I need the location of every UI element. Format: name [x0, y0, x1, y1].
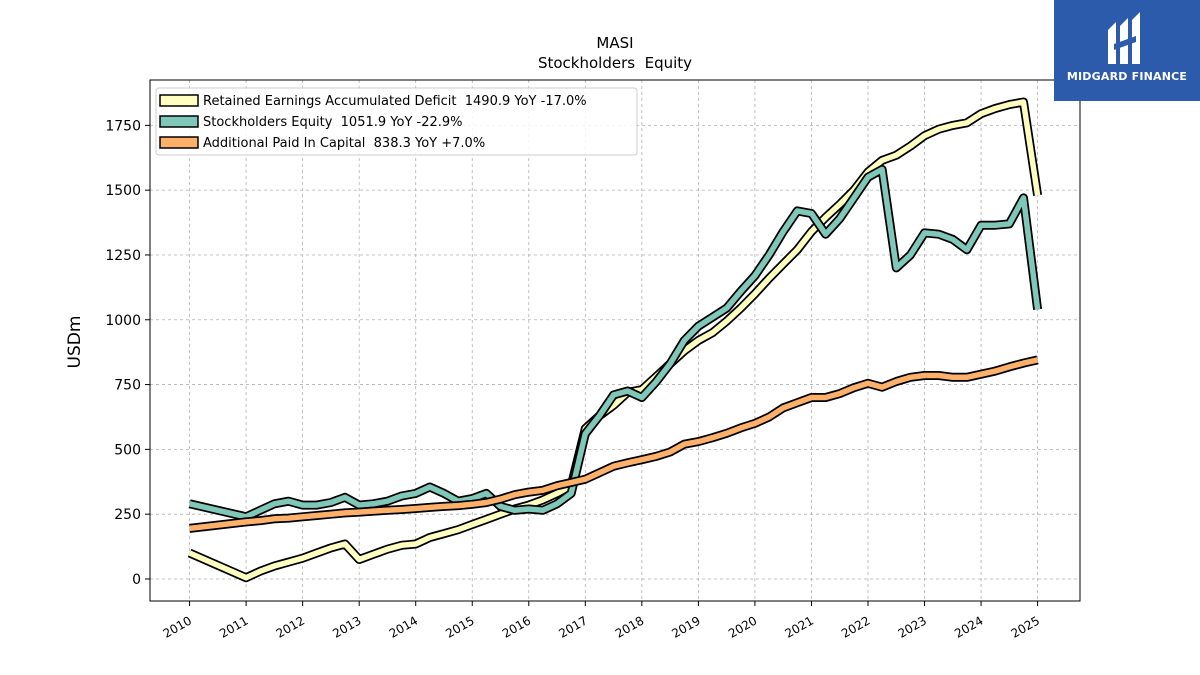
- y-tick-label: 1750: [105, 118, 141, 134]
- y-tick-label: 750: [114, 378, 141, 394]
- midgard-logo-icon: [1108, 12, 1140, 64]
- y-tick-label: 1250: [105, 248, 141, 264]
- x-tick-label: 2010: [161, 613, 194, 640]
- x-tick-label: 2017: [556, 613, 589, 640]
- chart-subtitle: Stockholders Equity: [538, 54, 692, 72]
- series-layer: [187, 97, 1043, 583]
- x-tick-label: 2011: [217, 613, 250, 640]
- x-tick-label: 2016: [500, 613, 533, 640]
- y-tick-label: 0: [132, 572, 141, 588]
- x-tick-label: 2025: [1009, 613, 1042, 640]
- y-tick-label: 250: [114, 507, 141, 523]
- axes: 0 250 500 750 1000 1250 1500 1750 2010 2011 2012 20…: [105, 79, 1081, 641]
- x-tick-label: 2014: [387, 613, 420, 640]
- legend-box: [155, 87, 638, 156]
- legend-swatch: [159, 94, 199, 107]
- x-tick-label: 2023: [896, 613, 929, 640]
- x-tick-label: 2021: [783, 613, 816, 640]
- series-line-2: [189, 357, 1039, 532]
- y-tick-label: 1000: [105, 313, 141, 329]
- x-tick-label: 2020: [726, 613, 759, 640]
- legend-swatch: [159, 115, 199, 128]
- y-axis-label: USDm: [65, 316, 85, 369]
- legend: Retained Earnings Accumulated Deficit 14…: [155, 87, 638, 156]
- x-tick-label: 2024: [952, 613, 985, 640]
- x-tick-label: 2015: [443, 613, 476, 640]
- logo-text: MIDGARD FINANCE: [1066, 70, 1188, 83]
- x-tick-label: 2022: [839, 613, 872, 640]
- y-tick-label: 500: [114, 442, 141, 458]
- chart-title: MASI: [596, 34, 633, 52]
- x-tick-label: 2013: [330, 613, 363, 640]
- series-line-1: [188, 166, 1041, 520]
- x-tick-label: 2018: [613, 613, 646, 640]
- x-tick-label: 2019: [669, 613, 702, 640]
- plot-frame: [149, 79, 1081, 602]
- legend-label: Stockholders Equity 1051.9 YoY -22.9%: [203, 115, 463, 130]
- legend-label: Retained Earnings Accumulated Deficit 14…: [203, 94, 587, 109]
- y-tick-label: 1500: [105, 183, 141, 199]
- grid-lines: [150, 80, 1080, 601]
- midgard-finance-logo: MIDGARD FINANCE: [1054, 0, 1200, 101]
- legend-swatch: [159, 136, 199, 149]
- legend-label: Additional Paid In Capital 838.3 YoY +7.…: [203, 136, 485, 151]
- x-tick-label: 2012: [274, 613, 307, 640]
